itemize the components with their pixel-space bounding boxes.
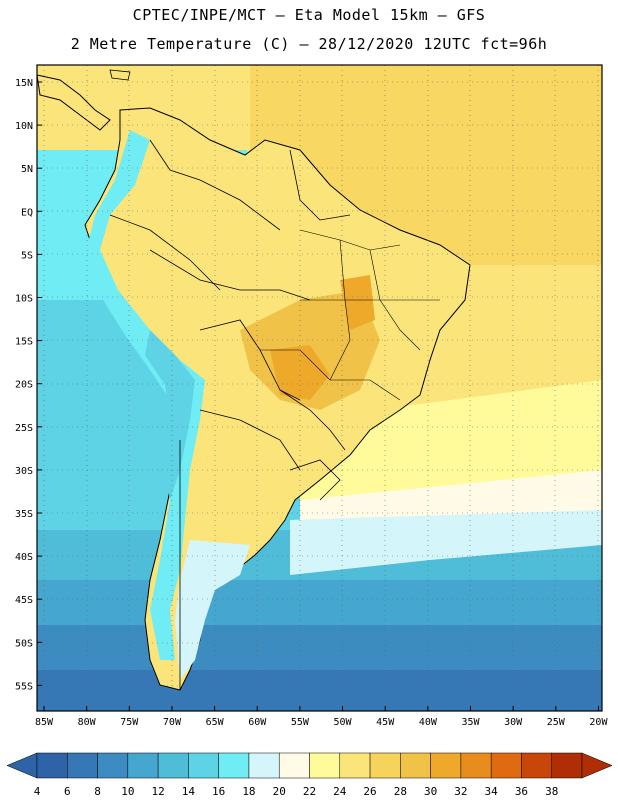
lon-label: 70W [163, 717, 182, 728]
atlantic-cooler-band [290, 510, 602, 575]
lon-label: 55W [291, 717, 310, 728]
colorbar-label: 32 [454, 785, 467, 798]
lon-label: 25W [547, 717, 566, 728]
map-frame [36, 64, 603, 712]
colorbar-label: 38 [545, 785, 558, 798]
colorbar-swatch [309, 752, 341, 779]
colorbar-label: 14 [182, 785, 196, 798]
colorbar-swatch [551, 752, 583, 779]
lat-label: 30S [15, 466, 33, 477]
longitude-axis: 85W 80W 75W 70W 65W 60W 55W 50W 45W 40W 35W 30W 25W 2… [35, 706, 608, 728]
colorbar-swatch [248, 752, 280, 779]
colorbar-swatch [157, 752, 189, 779]
colorbar-label: 34 [485, 785, 499, 798]
colorbar-swatch [521, 752, 552, 779]
lon-label: 80W [78, 717, 97, 728]
lat-label: 50S [15, 638, 33, 649]
graticule [37, 65, 602, 711]
colorbar-swatch [218, 752, 250, 779]
chart-title-line1: CPTEC/INPE/MCT – Eta Model 15km – GFS [132, 6, 486, 24]
border-guianas [289, 149, 351, 221]
colorbar-swatch [67, 752, 98, 779]
colorbar-swatch [278, 752, 310, 779]
colorbar-label: 6 [64, 785, 71, 798]
colorbar-swatch [430, 752, 462, 779]
caribbean-island [109, 69, 131, 81]
lat-label: 35S [15, 509, 33, 520]
colorbar-label: 16 [212, 785, 225, 798]
lat-label: 20S [15, 380, 33, 391]
central-america-land [37, 74, 111, 131]
colorbar-label: 22 [303, 785, 316, 798]
andes-cold-strip [85, 130, 205, 660]
lon-label: 40W [419, 717, 438, 728]
colorbar-swatch [97, 752, 129, 779]
colorbar-label: 8 [94, 785, 101, 798]
south-ocean-band-5 [37, 670, 602, 711]
border-argentina-north [199, 409, 301, 471]
colorbar: 4 6 8 10 12 14 16 18 20 22 24 26 28 30 32 34 36 38 [6, 752, 613, 798]
colorbar-swatch [339, 752, 371, 779]
northeast-hot-spot [340, 275, 375, 330]
colorbar-swatch [188, 752, 219, 779]
map-field [37, 65, 602, 711]
colorbar-label: 12 [151, 785, 164, 798]
colorbar-swatch [460, 752, 492, 779]
colorbar-label: 20 [273, 785, 286, 798]
colorbar-left-cap [6, 752, 38, 779]
andes-colder-core [145, 330, 195, 500]
lat-label: 15S [15, 337, 33, 348]
colorbar-swatch [36, 752, 68, 779]
lat-label: 5N [21, 164, 33, 175]
lat-label: 40S [15, 552, 33, 563]
lon-label: 75W [120, 717, 139, 728]
lat-label: 55S [15, 681, 33, 692]
lon-label: 65W [206, 717, 225, 728]
border-venezuela-colombia [149, 139, 281, 231]
border-paraguay [279, 389, 346, 451]
lat-label: 10N [15, 121, 33, 132]
lat-label: 25S [15, 423, 33, 434]
lon-label: 85W [35, 717, 54, 728]
lat-label: 5S [21, 250, 33, 261]
colorbar-swatch [400, 752, 431, 779]
colorbar-label: 28 [394, 785, 407, 798]
lon-label: 30W [504, 717, 523, 728]
colorbar-label: 26 [363, 785, 376, 798]
border-uruguay [289, 459, 341, 501]
colorbar-label: 18 [242, 785, 255, 798]
border-peru-brazil [149, 249, 311, 301]
latitude-axis: 15N 10N 5N EQ 5S 10S 15S 20S 25S 30S 35S 40S 45S 50S 5… [15, 78, 42, 692]
lat-label: EQ [21, 207, 33, 218]
lat-label: 10S [15, 294, 33, 305]
lon-label: 45W [376, 717, 395, 728]
colorbar-label: 30 [424, 785, 437, 798]
lon-label: 20W [589, 717, 608, 728]
lon-label: 50W [334, 717, 353, 728]
colorbar-swatch [369, 752, 401, 779]
lon-label: 35W [461, 717, 480, 728]
border-ecuador-peru [109, 214, 221, 291]
colorbar-swatch [490, 752, 522, 779]
colorbar-label: 4 [34, 785, 41, 798]
lon-label: 60W [248, 717, 267, 728]
lat-label: 45S [15, 595, 33, 606]
chart-title-line2: 2 Metre Temperature (C) – 28/12/2020 12U… [70, 35, 548, 53]
colorbar-swatch [127, 752, 159, 779]
colorbar-right-cap [581, 752, 613, 779]
colorbar-label: 36 [515, 785, 528, 798]
colorbar-label: 10 [121, 785, 134, 798]
colorbar-label: 24 [333, 785, 347, 798]
lat-label: 15N [15, 78, 33, 89]
patagonia-cool [175, 540, 250, 680]
interior-hot-spot [270, 345, 330, 400]
